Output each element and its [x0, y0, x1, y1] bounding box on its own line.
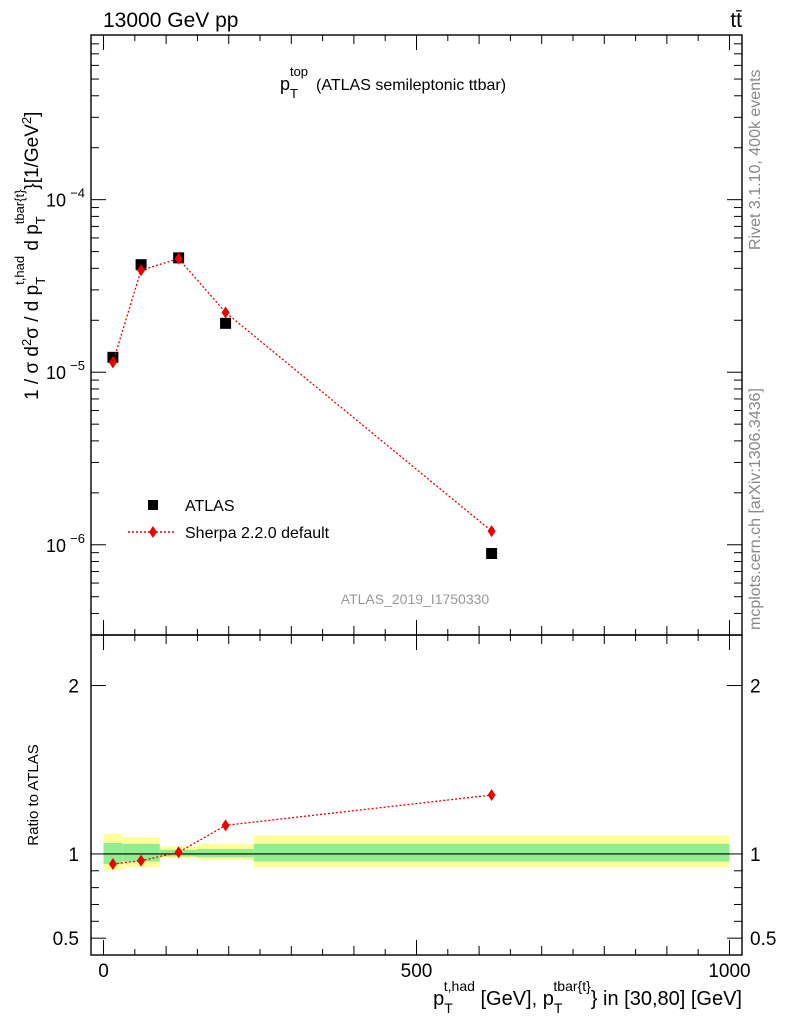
sherpa-point: [221, 306, 230, 319]
main-y-tick-label: 10: [46, 536, 66, 556]
legend-marker-sherpa: [149, 526, 157, 538]
ratio-sherpa-point: [221, 819, 230, 832]
main-frame: [90, 34, 743, 636]
ratio-sherpa-point: [137, 854, 146, 867]
ratio-y-tick-label: 1: [68, 845, 79, 866]
main-y-tick-label-exp: −5: [70, 358, 85, 373]
ratio-y-tick-label-right: 1: [750, 845, 761, 866]
ratio-y-tick-label-right: 2: [750, 677, 761, 698]
x-axis-label: pTt,had [GeV], pTtbar{t}} in [30,80] [Ge…: [433, 978, 742, 1016]
ratio-y-tick-label: 0.5: [53, 929, 79, 950]
ratio-series-layer: [108, 789, 496, 871]
stat-uncertainty-band: [253, 843, 730, 862]
energy-label: 13000 GeV pp: [103, 9, 238, 32]
ratio-x-tick-label: 0: [98, 961, 109, 982]
legend-label-sherpa: Sherpa 2.2.0 default: [185, 525, 330, 542]
ratio-x-tick-label: 500: [401, 961, 433, 982]
main-series-layer: [107, 252, 498, 560]
ratio-sherpa-point: [174, 846, 183, 859]
main-y-tick-label: 10: [46, 363, 66, 383]
title-main: p: [280, 74, 290, 94]
legend-marker-atlas: [148, 500, 158, 510]
legend: ATLAS Sherpa 2.2.0 default: [128, 498, 330, 542]
analysis-id: ATLAS_2019_I1750330: [341, 591, 490, 607]
legend-label-atlas: ATLAS: [185, 498, 235, 515]
atlas-point: [220, 317, 232, 329]
main-y-tick-label-exp: −4: [70, 186, 85, 201]
main-y-tick-label-exp: −6: [70, 531, 85, 546]
main-y-axis-label: 1 / σ d2σ / d pTt,had d pTtbar{t}}[1/GeV…: [12, 112, 48, 400]
sherpa-line: [112, 257, 493, 532]
ratio-panel: 0.5 0.5 1 1 2 2 0 500 1000 Ratio to ATLAS: [25, 634, 777, 982]
main-y-tick-label: 10: [46, 191, 66, 211]
stat-uncertainty-band: [122, 843, 160, 862]
process-label: tt̄: [730, 9, 742, 32]
ratio-ticks: [91, 635, 742, 955]
ratio-y-axis-label: Ratio to ATLAS: [25, 744, 42, 845]
ratio-y-tick-label-right: 0.5: [750, 929, 776, 950]
title-sub: T: [290, 86, 298, 101]
main-y-tick-labels: 10 −6 10 −5 10 −4: [46, 186, 85, 556]
rivet-label: Rivet 3.1.10, 400k events: [747, 69, 764, 250]
ratio-y-tick-labels: 0.5 0.5 1 1 2 2: [53, 677, 777, 951]
ratio-y-tick-label: 2: [68, 677, 79, 698]
stat-uncertainty-band: [197, 848, 254, 858]
ratio-x-tick-label: 1000: [708, 961, 750, 982]
plot-title: pTtop (ATLAS semileptonic ttbar): [280, 64, 506, 101]
sherpa-point: [487, 525, 496, 538]
title-sup: top: [290, 64, 308, 79]
sherpa-point: [108, 356, 117, 369]
title-rest: (ATLAS semileptonic ttbar): [316, 77, 506, 94]
main-ticks: [91, 35, 742, 636]
main-panel: 10 −6 10 −5 10 −4 pTtop (ATLAS semileptonic tt…: [12, 34, 743, 636]
ratio-sherpa-point: [487, 789, 496, 801]
ratio-frame: [90, 634, 743, 956]
mcplots-label: mcplots.cern.ch [arXiv:1306.3436]: [747, 388, 764, 630]
sherpa-point: [174, 252, 183, 265]
sherpa-point: [137, 264, 146, 277]
ratio-sherpa-point: [108, 858, 117, 871]
ratio-x-tick-labels: 0 500 1000: [98, 961, 750, 982]
ratio-bands: [103, 833, 730, 870]
atlas-point: [486, 548, 498, 560]
